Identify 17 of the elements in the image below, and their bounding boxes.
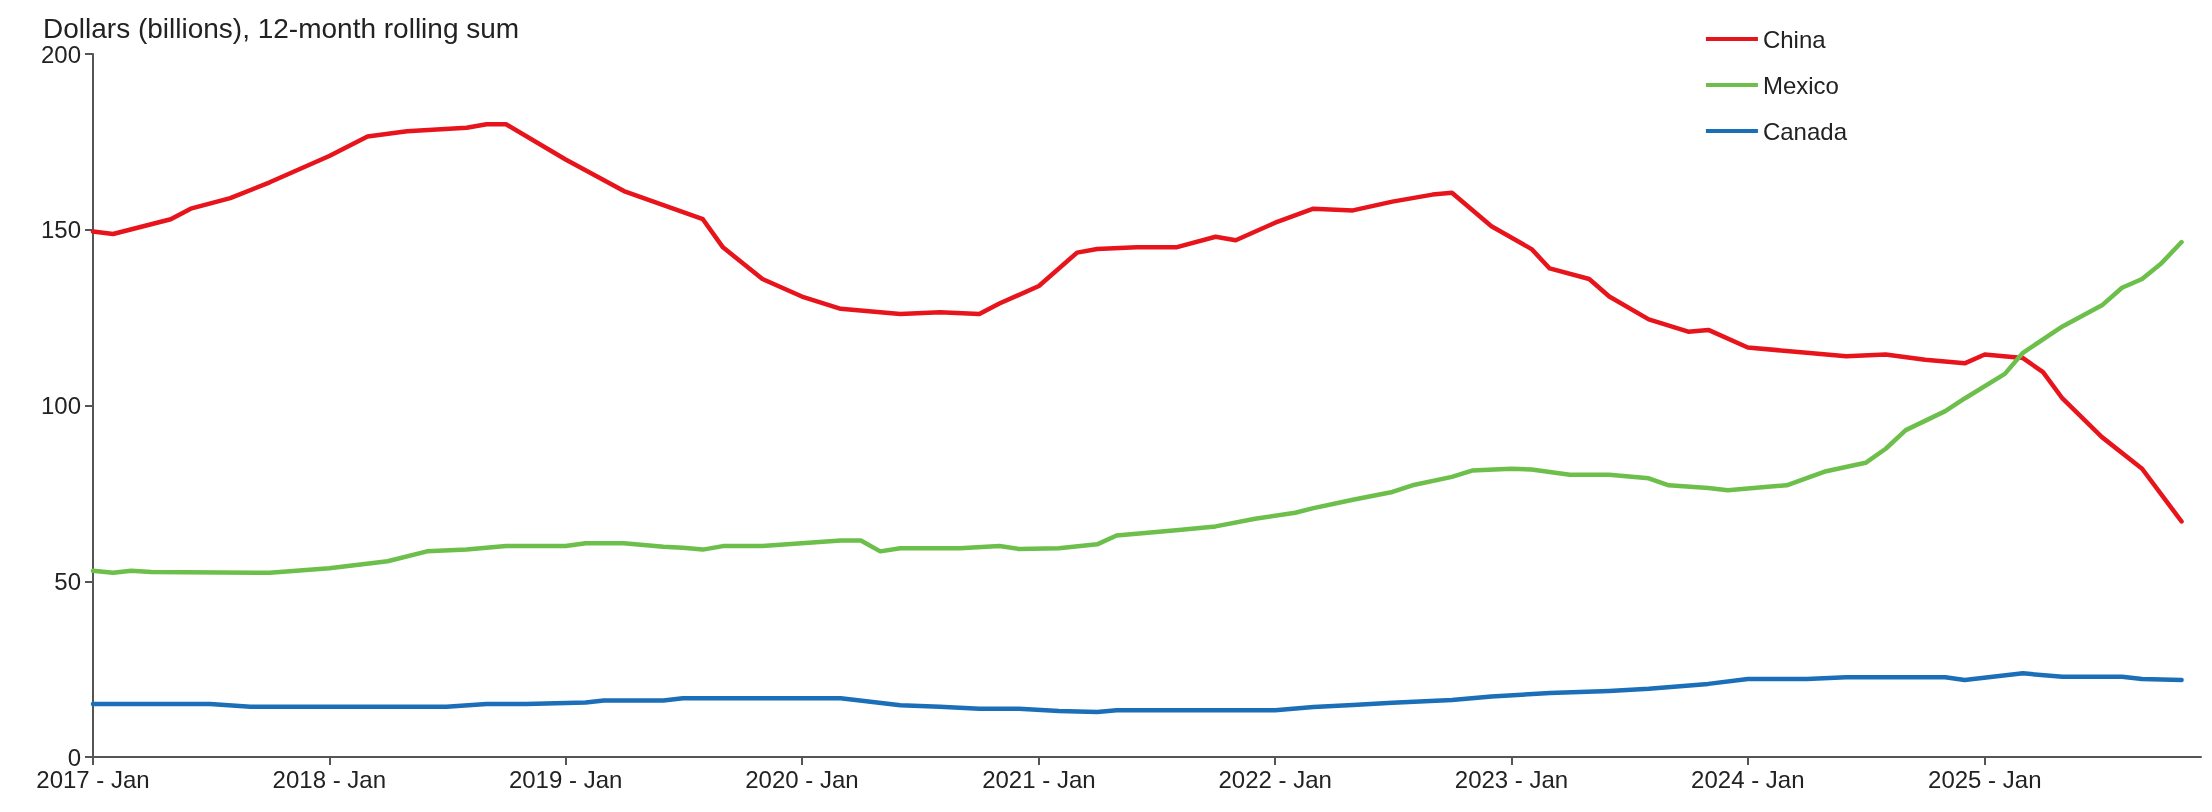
y-tick-label: 100: [40, 392, 81, 419]
x-tick-label: 2018 - Jan: [272, 765, 387, 793]
x-tick-label: 2022 - Jan: [1218, 765, 1332, 793]
x-tick-label: 2024 - Jan: [1691, 765, 1805, 793]
legend-label: Canada: [1762, 117, 1848, 145]
x-tick-label: 2025 - Jan: [1928, 765, 2042, 793]
y-tick-label: 50: [54, 567, 81, 595]
legend-label: Mexico: [1762, 71, 1839, 99]
line-series: [90, 239, 2184, 576]
y-tick-label: 150: [40, 216, 81, 244]
x-tick-label: 2019 - Jan: [508, 765, 623, 793]
line-series: [90, 122, 2184, 524]
x-tick-label: 2020 - Jan: [745, 765, 859, 793]
legend-label: China: [1762, 25, 1827, 53]
line-series: [90, 671, 2184, 715]
x-tick-label: 2023 - Jan: [1454, 765, 1569, 793]
x-tick-label: 2021 - Jan: [982, 765, 1096, 793]
